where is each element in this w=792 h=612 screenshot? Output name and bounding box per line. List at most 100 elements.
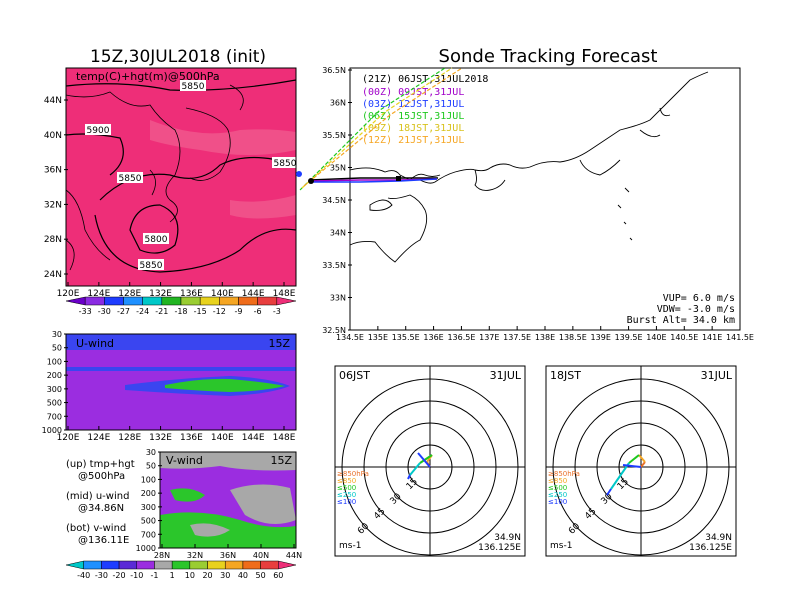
x-tick-label: 144E (242, 433, 265, 443)
uwind-panel: U-wind 15Z (65, 333, 297, 431)
x-tick-label: 141E (702, 333, 722, 342)
colorbar-label: 20 (202, 571, 212, 580)
colorbar-swatch (161, 296, 182, 306)
island-izu (617, 187, 633, 241)
track-legend-2: (03Z) 12JST,31JUL (362, 99, 464, 110)
colorbar-label: -30 (98, 307, 111, 316)
colorbar-label: 30 (220, 571, 230, 580)
colorbar-swatch (260, 560, 279, 570)
uwind-stratosphere-band (66, 367, 296, 371)
x-tick-label: 139E (591, 333, 611, 342)
x-tick-label: 134.5E (336, 333, 364, 342)
note-bot-2: @136.11E (78, 535, 129, 546)
colorbar-swatch (136, 560, 155, 570)
colorbar-swatch (83, 560, 102, 570)
x-tick-label: 44N (286, 551, 302, 560)
y-tick-label: 30 (52, 330, 62, 339)
y-tick-label: 50 (52, 344, 62, 353)
vwind-gray-upper (160, 452, 296, 471)
map-500hpa-contour-5800 (129, 204, 179, 254)
hodograph-lon: 136.125E (689, 543, 732, 553)
burst-point (308, 178, 314, 184)
track-map-x-axis: 134.5E 135E 135.5E 136E 136.5E 137E 137.5E 138E… (336, 326, 754, 342)
map-500hpa-contour-5900 (65, 133, 124, 176)
map-500hpa-contour-5850a (65, 79, 297, 91)
y-tick-label: 35.5N (322, 131, 346, 140)
x-tick-label: 140.5E (670, 333, 698, 342)
vwind-panel: V-wind 15Z (159, 451, 297, 549)
x-tick-label: 137.5E (503, 333, 531, 342)
track-line-09z (301, 67, 453, 189)
colorbar-label: -3 (273, 307, 281, 316)
colorbar-label: -33 (79, 307, 92, 316)
x-tick-label: 132E (149, 433, 172, 443)
hodograph-time: 18JST (550, 369, 581, 382)
colorbar-label: 10 (185, 571, 195, 580)
x-tick-label: 136E (180, 289, 203, 299)
contour-label: 5900 (87, 126, 110, 136)
y-tick-label: 33N (330, 294, 346, 303)
colorbar-label: 60 (273, 571, 283, 580)
colorbar-swatch (238, 296, 258, 306)
colorbar-swatch (189, 560, 208, 570)
y-tick-label: 33.5N (322, 261, 346, 270)
colorbar-swatch (219, 296, 239, 306)
y-tick-label: 300 (141, 503, 156, 512)
colorbar-swatch (276, 296, 297, 306)
map-500hpa-y-axis: 44N 40N 36N 32N 28N 24N (44, 96, 68, 280)
x-tick-label: 128E (118, 289, 141, 299)
y-tick-label: 32.5N (322, 326, 346, 335)
hodograph-trace (638, 454, 646, 463)
uwind-frame (65, 333, 297, 431)
hodograph-level-label: ≤500 (548, 484, 567, 492)
x-tick-label: 124E (87, 433, 110, 443)
vwind-y-axis: 30 50 100 200 300 500 700 1000 (136, 448, 162, 553)
colorbar-swatch (123, 296, 143, 306)
hodograph-trace (409, 462, 421, 476)
x-tick-label: 28N (154, 551, 170, 560)
x-tick-label: 136E (180, 433, 203, 443)
map-500hpa-background (66, 68, 296, 286)
uwind-jet-core (165, 378, 285, 392)
colorbar-label: -6 (254, 307, 262, 316)
x-tick-label: 140E (211, 433, 234, 443)
y-tick-label: 500 (141, 517, 156, 526)
colorbar-swatch (154, 560, 173, 570)
contour-label: 5850 (182, 82, 205, 92)
colorbar-label: -9 (235, 307, 243, 316)
hodograph-level-label: ≤100 (337, 498, 356, 506)
colorbar-swatch (207, 560, 226, 570)
colorbar-label: -12 (213, 307, 226, 316)
x-tick-label: 36N (220, 551, 236, 560)
track-legend-0: (21Z) 06JST,31JUL2018 (362, 74, 488, 85)
hodograph-time: 06JST (339, 369, 370, 382)
y-tick-label: 700 (141, 530, 156, 539)
colorbar-label: -10 (130, 571, 143, 580)
y-tick-label: 500 (47, 399, 62, 408)
y-tick-label: 100 (141, 475, 156, 484)
track-line-06z (299, 67, 446, 191)
y-tick-label: 34N (330, 229, 346, 238)
x-tick-label: 138E (535, 333, 555, 342)
track-legend-4: (09Z) 18JST,31JUL (362, 123, 464, 134)
colorbar-label: -27 (117, 307, 130, 316)
y-tick-label: 36N (44, 166, 62, 176)
colorbar-label: -15 (194, 307, 207, 316)
x-tick-label: 135.5E (392, 333, 420, 342)
y-tick-label: 34.5N (322, 196, 346, 205)
hodograph-lat: 34.9N (494, 533, 521, 543)
hodograph-trace (606, 488, 612, 496)
colorbar-swatch (171, 560, 191, 570)
contour-label: 5800 (145, 235, 168, 245)
burst-info: Burst Alt= 34.0 km (627, 315, 735, 326)
x-tick-label: 138.5E (559, 333, 587, 342)
y-tick-label: 100 (47, 357, 62, 366)
right-title: Sonde Tracking Forecast (439, 46, 658, 67)
x-tick-label: 140E (211, 289, 234, 299)
hodograph-level-label: ≤100 (548, 498, 567, 506)
hodograph-level-label: ≤850 (337, 477, 356, 485)
x-tick-label: 137E (479, 333, 499, 342)
island-shodo (369, 199, 393, 211)
x-tick-label: 139.5E (615, 333, 643, 342)
